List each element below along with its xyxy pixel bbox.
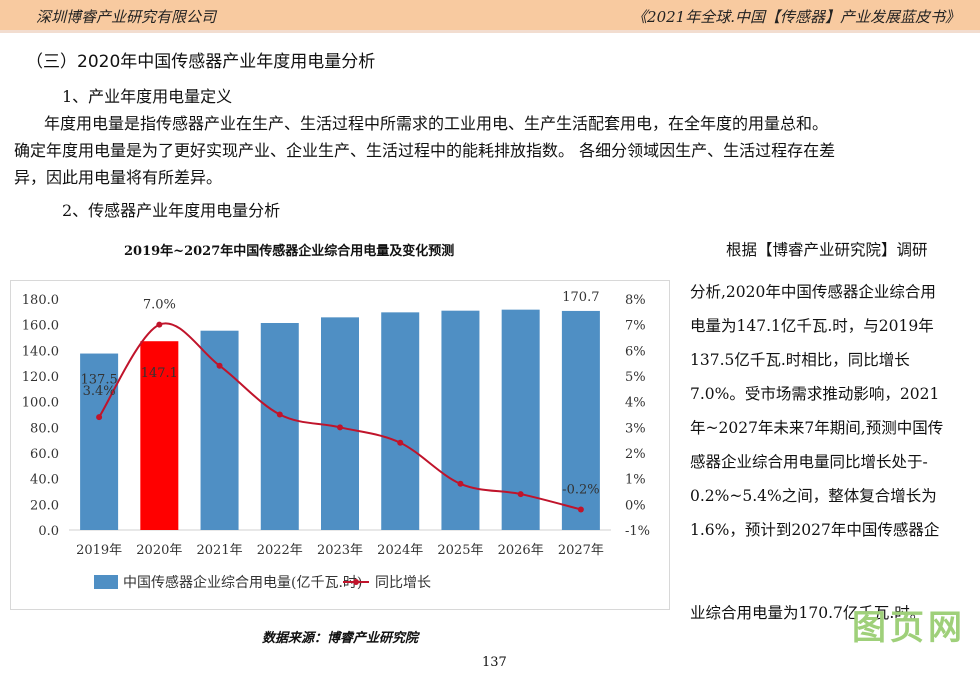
x-tick-label: 2023年 xyxy=(317,543,363,558)
y2-tick-label: 4% xyxy=(625,396,646,411)
x-tick-label: 2019年 xyxy=(76,543,122,558)
growth-point xyxy=(156,321,163,328)
bar-data-label: 137.5 xyxy=(81,373,118,388)
y2-tick-label: 1% xyxy=(625,473,646,488)
line-data-label: 7.0% xyxy=(143,298,176,313)
chart-title: 2019年~2027年中国传感器企业综合用电量及变化预测 xyxy=(124,244,455,259)
bar xyxy=(381,312,420,530)
y2-tick-label: 5% xyxy=(625,370,646,385)
right-text-line: 电量为147.1亿千瓦.时，与2019年 xyxy=(690,317,934,335)
x-tick-label: 2026年 xyxy=(498,543,544,558)
right-text-line: 业综合用电量为170.7亿千瓦.时。 xyxy=(690,604,926,622)
y2-tick-label: 3% xyxy=(625,421,646,436)
watermark-logo: 图页网 xyxy=(852,608,966,648)
y2-tick-label: 2% xyxy=(625,447,646,462)
subheading-1: 1、产业年度用电量定义 xyxy=(62,87,233,106)
x-tick-label: 2025年 xyxy=(437,543,483,558)
bar-data-label: 147.1 xyxy=(141,366,178,381)
growth-point xyxy=(216,362,223,369)
growth-point xyxy=(457,480,464,487)
growth-line xyxy=(98,322,582,511)
paragraph-line: 确定年度用电量是为了更好实现产业、企业生产、生活过程中的能耗排放指数。 各细分领… xyxy=(14,141,836,160)
paragraph-line: 年度用电量是指传感器产业在生产、生活过程中所需求的工业用电、生产生活配套用电，在… xyxy=(44,114,829,133)
legend-bar-label: 中国传感器企业综合用电量(亿千瓦.时) xyxy=(123,574,362,591)
x-tick-label: 2020年 xyxy=(136,543,182,558)
growth-point xyxy=(397,439,404,446)
legend-line-label: 同比增长 xyxy=(375,575,431,591)
y2-tick-label: 8% xyxy=(625,293,646,308)
growth-point xyxy=(577,506,584,513)
header-company: 深圳博睿产业研究有限公司 xyxy=(36,8,217,26)
growth-point xyxy=(96,414,103,421)
chart: 0.0 20.0 40.0 60.0 80.0 100.0 120.0 140.0 160.0 1… xyxy=(10,280,670,610)
y-tick-label: 60.0 xyxy=(30,447,59,462)
y2-tick-label: 6% xyxy=(625,344,646,359)
bar xyxy=(321,317,359,530)
y2-tick-label: 7% xyxy=(625,319,646,334)
y-tick-label: 140.0 xyxy=(22,344,59,359)
right-text-line: 根据【博睿产业研究院】调研 xyxy=(726,241,928,259)
line-data-label: 3.4% xyxy=(83,384,116,399)
bar xyxy=(561,310,600,530)
growth-point xyxy=(337,424,343,431)
page-number: 137 xyxy=(482,655,507,670)
subheading-2: 2、传感器产业年度用电量分析 xyxy=(62,201,281,220)
right-text-line: 1.6%，预计到2027年中国传感器企 xyxy=(690,521,940,539)
right-text-line: 7.0%。受市场需求推动影响，2021 xyxy=(690,385,940,403)
bar xyxy=(80,353,119,530)
growth-point xyxy=(276,411,283,418)
bar xyxy=(260,322,299,530)
x-tick-label: 2027年 xyxy=(558,543,604,558)
x-tick-label: 2021年 xyxy=(197,543,243,558)
bar-data-label: 170.7 xyxy=(562,290,599,305)
y-tick-label: 160.0 xyxy=(22,319,59,334)
y-tick-label: 0.0 xyxy=(38,524,59,539)
growth-point xyxy=(517,491,524,498)
header-book-title: 《2021年全球.中国【传感器】产业发展蓝皮书》 xyxy=(632,8,960,26)
right-text-line: 0.2%~5.4%之间，整体复合增长为 xyxy=(690,487,937,505)
page-header: 深圳博睿产业研究有限公司 《2021年全球.中国【传感器】产业发展蓝皮书》 xyxy=(0,0,980,33)
y2-tick-label: -1% xyxy=(625,524,650,539)
y-tick-label: 120.0 xyxy=(22,370,59,385)
bar xyxy=(200,330,239,530)
y2-tick-label: 0% xyxy=(625,498,646,513)
y-tick-label: 100.0 xyxy=(22,396,59,411)
y-tick-label: 80.0 xyxy=(30,421,59,436)
right-text-line: 年~2027年未来7年期间,预测中国传 xyxy=(690,419,944,437)
bar xyxy=(441,310,480,530)
x-tick-label: 2022年 xyxy=(257,543,303,558)
right-text-line: 分析,2020年中国传感器企业综合用 xyxy=(690,283,936,301)
line-data-label: -0.2% xyxy=(562,482,599,497)
y-tick-label: 180.0 xyxy=(22,293,59,308)
right-text-line: 感器企业综合用电量同比增长处于- xyxy=(690,453,928,471)
y-tick-label: 20.0 xyxy=(30,498,59,513)
legend-bar-swatch xyxy=(94,575,118,589)
y-tick-label: 40.0 xyxy=(30,473,59,488)
section-title: （三）2020年中国传感器产业年度用电量分析 xyxy=(26,52,376,72)
x-tick-label: 2024年 xyxy=(377,543,423,558)
legend-line-marker xyxy=(353,579,359,585)
bar xyxy=(140,341,179,530)
right-text-line: 137.5亿千瓦.时相比，同比增长 xyxy=(690,351,910,369)
paragraph-line: 异，因此用电量将有所差异。 xyxy=(14,168,223,187)
chart-source: 数据来源：博睿产业研究院 xyxy=(262,631,419,646)
